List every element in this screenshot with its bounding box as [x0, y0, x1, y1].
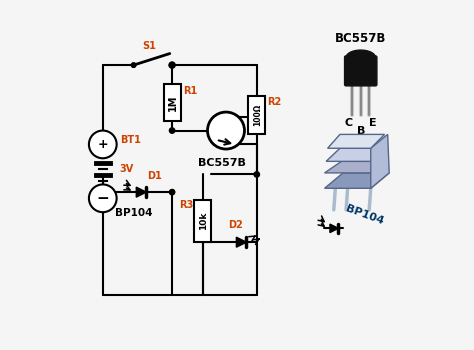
- Text: BP104: BP104: [115, 208, 152, 218]
- Text: −: −: [96, 191, 109, 206]
- Circle shape: [169, 62, 175, 68]
- Text: R1: R1: [183, 86, 197, 96]
- Bar: [248, 96, 265, 134]
- Polygon shape: [137, 187, 146, 197]
- Text: BC557B: BC557B: [335, 32, 386, 45]
- Text: D2: D2: [228, 220, 243, 230]
- Text: T1: T1: [247, 102, 260, 112]
- Polygon shape: [328, 134, 384, 148]
- Circle shape: [169, 62, 175, 68]
- Circle shape: [169, 189, 175, 195]
- Text: S1: S1: [142, 41, 156, 51]
- Circle shape: [89, 184, 117, 212]
- Text: R2: R2: [267, 97, 282, 107]
- Polygon shape: [326, 148, 386, 161]
- Text: C: C: [344, 118, 353, 128]
- Text: B: B: [356, 126, 365, 136]
- Circle shape: [169, 128, 175, 133]
- Text: BP104: BP104: [344, 204, 385, 227]
- Text: R3: R3: [179, 200, 193, 210]
- Circle shape: [254, 172, 259, 177]
- Text: 100Ω: 100Ω: [253, 104, 262, 126]
- Circle shape: [89, 131, 117, 158]
- Text: BC557B: BC557B: [198, 158, 246, 168]
- Polygon shape: [237, 237, 246, 247]
- FancyBboxPatch shape: [345, 56, 377, 86]
- Polygon shape: [325, 161, 388, 173]
- Circle shape: [208, 112, 245, 149]
- Bar: [194, 200, 211, 242]
- Circle shape: [131, 63, 136, 68]
- Text: BT1: BT1: [120, 135, 141, 145]
- Text: E: E: [369, 118, 377, 128]
- Polygon shape: [371, 134, 389, 188]
- Polygon shape: [325, 173, 389, 188]
- Bar: [164, 84, 181, 120]
- Polygon shape: [330, 224, 338, 233]
- Text: 10k: 10k: [199, 212, 208, 230]
- Text: 1M: 1M: [168, 94, 178, 111]
- Polygon shape: [346, 50, 375, 57]
- Text: +: +: [98, 138, 108, 151]
- Text: 3V: 3V: [120, 164, 134, 174]
- Text: D1: D1: [147, 172, 162, 181]
